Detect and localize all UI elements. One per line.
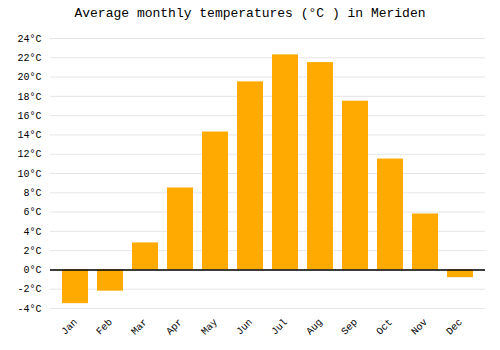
svg-text:6°C: 6°C: [23, 207, 41, 218]
html-text:Average monthly temperatures (: Average monthly temperatures (°C ) in Me…: [74, 6, 426, 21]
svg-text:14°C: 14°C: [17, 130, 41, 141]
svg-text:2°C: 2°C: [23, 246, 41, 257]
svg-text:Mar: Mar: [129, 317, 150, 338]
svg-text:Jan: Jan: [59, 317, 80, 338]
svg-text:-4°C: -4°C: [17, 304, 41, 315]
svg-text:10°C: 10°C: [17, 169, 41, 180]
svg-text:16°C: 16°C: [17, 111, 41, 122]
svg-text:24°C: 24°C: [17, 34, 41, 45]
svg-text:0°C: 0°C: [23, 265, 41, 276]
svg-text:22°C: 22°C: [17, 53, 41, 64]
svg-text:Jun: Jun: [234, 317, 255, 338]
svg-text:Dec: Dec: [444, 317, 465, 338]
svg-text:Apr: Apr: [164, 317, 185, 338]
svg-text:-2°C: -2°C: [17, 284, 41, 295]
svg-text:Sep: Sep: [339, 317, 360, 338]
svg-text:20°C: 20°C: [17, 72, 41, 83]
svg-text:4°C: 4°C: [23, 227, 41, 238]
svg-text:Aug: Aug: [304, 317, 325, 338]
svg-text:18°C: 18°C: [17, 92, 41, 103]
svg-text:May: May: [199, 317, 220, 338]
svg-text:12°C: 12°C: [17, 149, 41, 160]
svg-text:8°C: 8°C: [23, 188, 41, 199]
svg-text:Feb: Feb: [94, 317, 115, 338]
svg-text:Nov: Nov: [409, 317, 430, 338]
svg-text:Oct: Oct: [374, 317, 395, 338]
svg-text:Jul: Jul: [269, 317, 290, 338]
